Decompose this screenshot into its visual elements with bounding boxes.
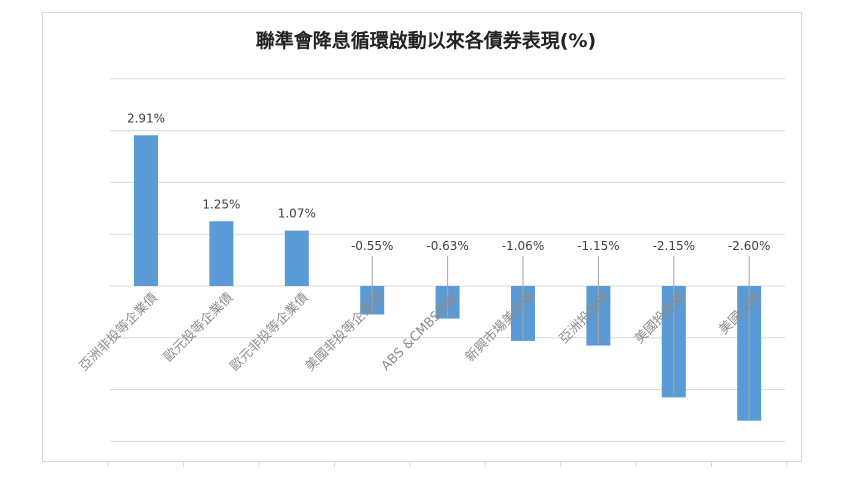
data-label-4: -0.55% [351,239,393,253]
data-label-7: -1.15% [577,239,619,253]
data-label-5: -0.63% [426,239,468,253]
bar-1 [134,135,158,286]
category-label-2: 歐元投等企業債 [161,290,237,366]
data-labels: 2.91% 1.25% 1.07% -0.55% -0.63% -1.06% -1.15% -… [127,111,770,419]
category-label-5: ABS &CMBS指數 [379,290,463,374]
category-label-3: 歐元非投等企業債 [227,290,312,375]
chart-title: 聯準會降息循環啟動以來各債券表現(%) [255,30,597,52]
data-label-9: -2.60% [728,239,770,253]
data-label-1: 2.91% [127,111,165,125]
category-label-4: 美國非投等企業債 [302,290,387,375]
category-label-1: 亞洲非投等企業債 [76,290,161,375]
data-label-8: -2.15% [653,239,695,253]
data-label-3: 1.07% [278,207,316,221]
data-label-2: 1.25% [202,197,240,211]
bar-3 [284,230,309,286]
bar-2 [209,221,234,286]
data-label-6: -1.06% [502,239,544,253]
